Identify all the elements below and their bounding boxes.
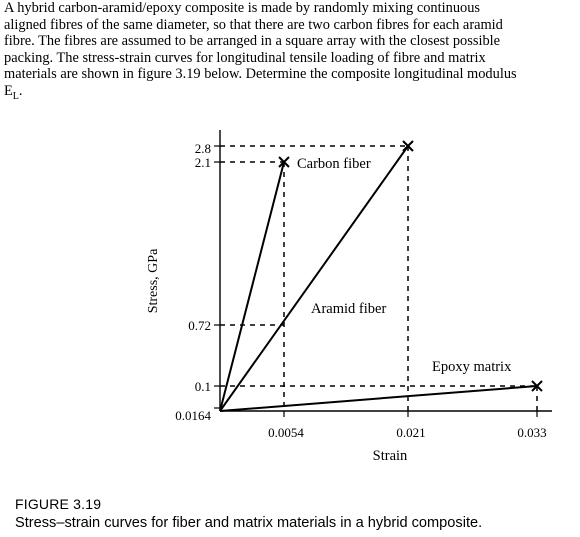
y-tick-label-0.72: 0.72 (188, 318, 211, 333)
carbon-failure-marker (278, 156, 290, 168)
y-tick-label-0.1: 0.1 (195, 379, 211, 394)
figure-caption-label: FIGURE 3.19 (15, 496, 102, 512)
y-tick-label-2.1: 2.1 (195, 155, 211, 170)
carbon-fiber-curve (219, 161, 285, 412)
problem-statement: A hybrid carbon-aramid/epoxy composite i… (4, 0, 578, 105)
problem-line-3: fibre. The fibres are assumed to be arra… (4, 33, 501, 50)
aramid-fiber-curve (219, 145, 409, 412)
figure-caption-text: Stress–strain curves for fiber and matri… (15, 515, 483, 531)
y-tick-label-2.8: 2.8 (195, 141, 211, 156)
problem-line-1: A hybrid carbon-aramid/epoxy composite i… (4, 0, 481, 16)
epoxy-matrix-label: Epoxy matrix (432, 359, 512, 375)
modulus-symbol: E (4, 82, 13, 99)
x-tick-label-0.033: 0.033 (517, 425, 546, 440)
epoxy-failure-marker (531, 380, 543, 392)
y-axis-label: Stress, GPa (146, 248, 161, 313)
guide-lines (220, 145, 538, 411)
problem-line-6: EL. (4, 83, 578, 105)
y-tick-label-0.0164: 0.0164 (175, 408, 211, 423)
x-tick-label-0.021: 0.021 (396, 425, 425, 440)
x-tick-label-0.0054: 0.0054 (268, 425, 304, 440)
problem-line-4: packing. The stress-strain curves for lo… (4, 49, 486, 66)
x-axis-label: Strain (373, 448, 408, 464)
problem-line-2: aligned fibres of the same diameter, so … (4, 16, 503, 33)
aramid-failure-marker (402, 140, 414, 152)
problem-line-5: materials are shown in figure 3.19 below… (4, 66, 517, 83)
epoxy-matrix-curve (219, 385, 538, 412)
carbon-fiber-label: Carbon fiber (297, 156, 371, 172)
aramid-fiber-label: Aramid fiber (311, 301, 386, 317)
modulus-subscript: L (12, 90, 19, 102)
end-punctuation: . (18, 82, 23, 99)
